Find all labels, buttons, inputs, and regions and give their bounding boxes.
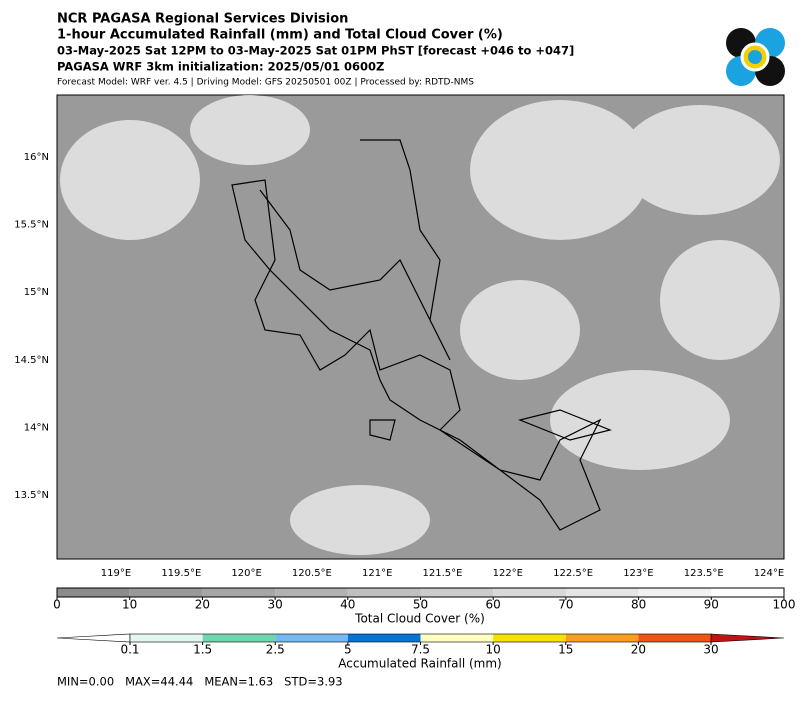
lat-labels: 16°N 15.5°N 15°N 14.5°N 14°N 13.5°N — [14, 152, 49, 501]
lon-label: 123°E — [623, 568, 653, 579]
tick-label: 10 — [122, 598, 137, 612]
rain-colorbar: 0.1 1.5 2.5 5 7.5 10 15 20 30 — [56, 633, 785, 657]
colorbar-segment — [493, 634, 566, 642]
header-line: 1-hour Accumulated Rainfall (mm) and Tot… — [57, 28, 503, 43]
lat-label: 13.5°N — [14, 490, 49, 501]
tick-label: 5 — [344, 643, 352, 657]
lon-label: 121°E — [362, 568, 392, 579]
lon-label: 120.5°E — [292, 568, 332, 579]
colorbar-segment — [711, 588, 784, 597]
tick-label: 20 — [195, 598, 210, 612]
lon-label: 119.5°E — [161, 568, 201, 579]
lon-label: 124°E — [754, 568, 784, 579]
tick-label: 90 — [704, 598, 719, 612]
colorbar-label: Total Cloud Cover (%) — [354, 612, 485, 626]
tick-label: 60 — [486, 598, 501, 612]
stats: MIN=0.00 MAX=44.44 MEAN=1.63 STD=3.93 — [57, 675, 343, 689]
cloud-colorbar: 0 10 20 30 40 50 60 70 80 90 100 — [53, 587, 796, 612]
tick-label: 100 — [773, 598, 796, 612]
colorbar-segment — [565, 634, 639, 642]
tick-label: 15 — [558, 643, 573, 657]
tick-label: 1.5 — [193, 643, 212, 657]
tick-label: 10 — [485, 643, 500, 657]
lon-label: 121.5°E — [423, 568, 463, 579]
colorbar-segment — [57, 588, 130, 597]
tick-label: 40 — [340, 598, 355, 612]
colorbar-extend — [710, 633, 785, 643]
lat-label: 15.5°N — [14, 220, 49, 231]
colorbar-segment — [565, 588, 639, 597]
lon-label: 119°E — [101, 568, 131, 579]
colorbar-segment — [638, 588, 712, 597]
lat-label: 14.5°N — [14, 355, 49, 366]
colorbar-segment — [420, 588, 494, 597]
colorbar-segment — [202, 634, 276, 642]
lat-label: 16°N — [24, 152, 49, 163]
tick-label: 50 — [413, 598, 428, 612]
lon-labels: 119°E 119.5°E 120°E 120.5°E 121°E 121.5°E 122°… — [101, 568, 784, 579]
colorbar-extend — [56, 633, 131, 643]
colorbar-segment — [347, 588, 421, 597]
tick-label: 70 — [558, 598, 573, 612]
lon-label: 120°E — [231, 568, 261, 579]
header-line: Forecast Model: WRF ver. 4.5 | Driving M… — [57, 78, 474, 88]
tick-label: 0 — [53, 598, 61, 612]
header-line: 03-May-2025 Sat 12PM to 03-May-2025 Sat … — [57, 44, 574, 58]
lon-label: 122.5°E — [553, 568, 593, 579]
colorbar-segment — [420, 634, 494, 642]
colorbar-segment — [202, 588, 276, 597]
tick-label: 80 — [631, 598, 646, 612]
tick-label: 30 — [703, 643, 718, 657]
tick-label: 0.1 — [120, 643, 139, 657]
colorbar-segment — [275, 634, 348, 642]
colorbar-segment — [275, 588, 348, 597]
logo — [726, 28, 785, 86]
tick-label: 20 — [631, 643, 646, 657]
header-line: NCR PAGASA Regional Services Division — [57, 12, 348, 27]
colorbar-segment — [130, 634, 203, 642]
colorbar-segment — [493, 588, 566, 597]
tick-label: 2.5 — [266, 643, 285, 657]
colorbar-label: Accumulated Rainfall (mm) — [338, 657, 501, 671]
colorbar-segment — [638, 634, 711, 642]
tick-label: 30 — [267, 598, 282, 612]
lon-label: 122°E — [493, 568, 523, 579]
colorbar-segment — [347, 634, 421, 642]
map — [56, 94, 785, 560]
colorbar-segment — [129, 588, 203, 597]
lat-label: 14°N — [24, 422, 49, 433]
header-line: PAGASA WRF 3km initialization: 2025/05/0… — [57, 60, 384, 74]
lon-label: 123.5°E — [684, 568, 724, 579]
lat-label: 15°N — [24, 287, 49, 298]
tick-label: 7.5 — [411, 643, 430, 657]
